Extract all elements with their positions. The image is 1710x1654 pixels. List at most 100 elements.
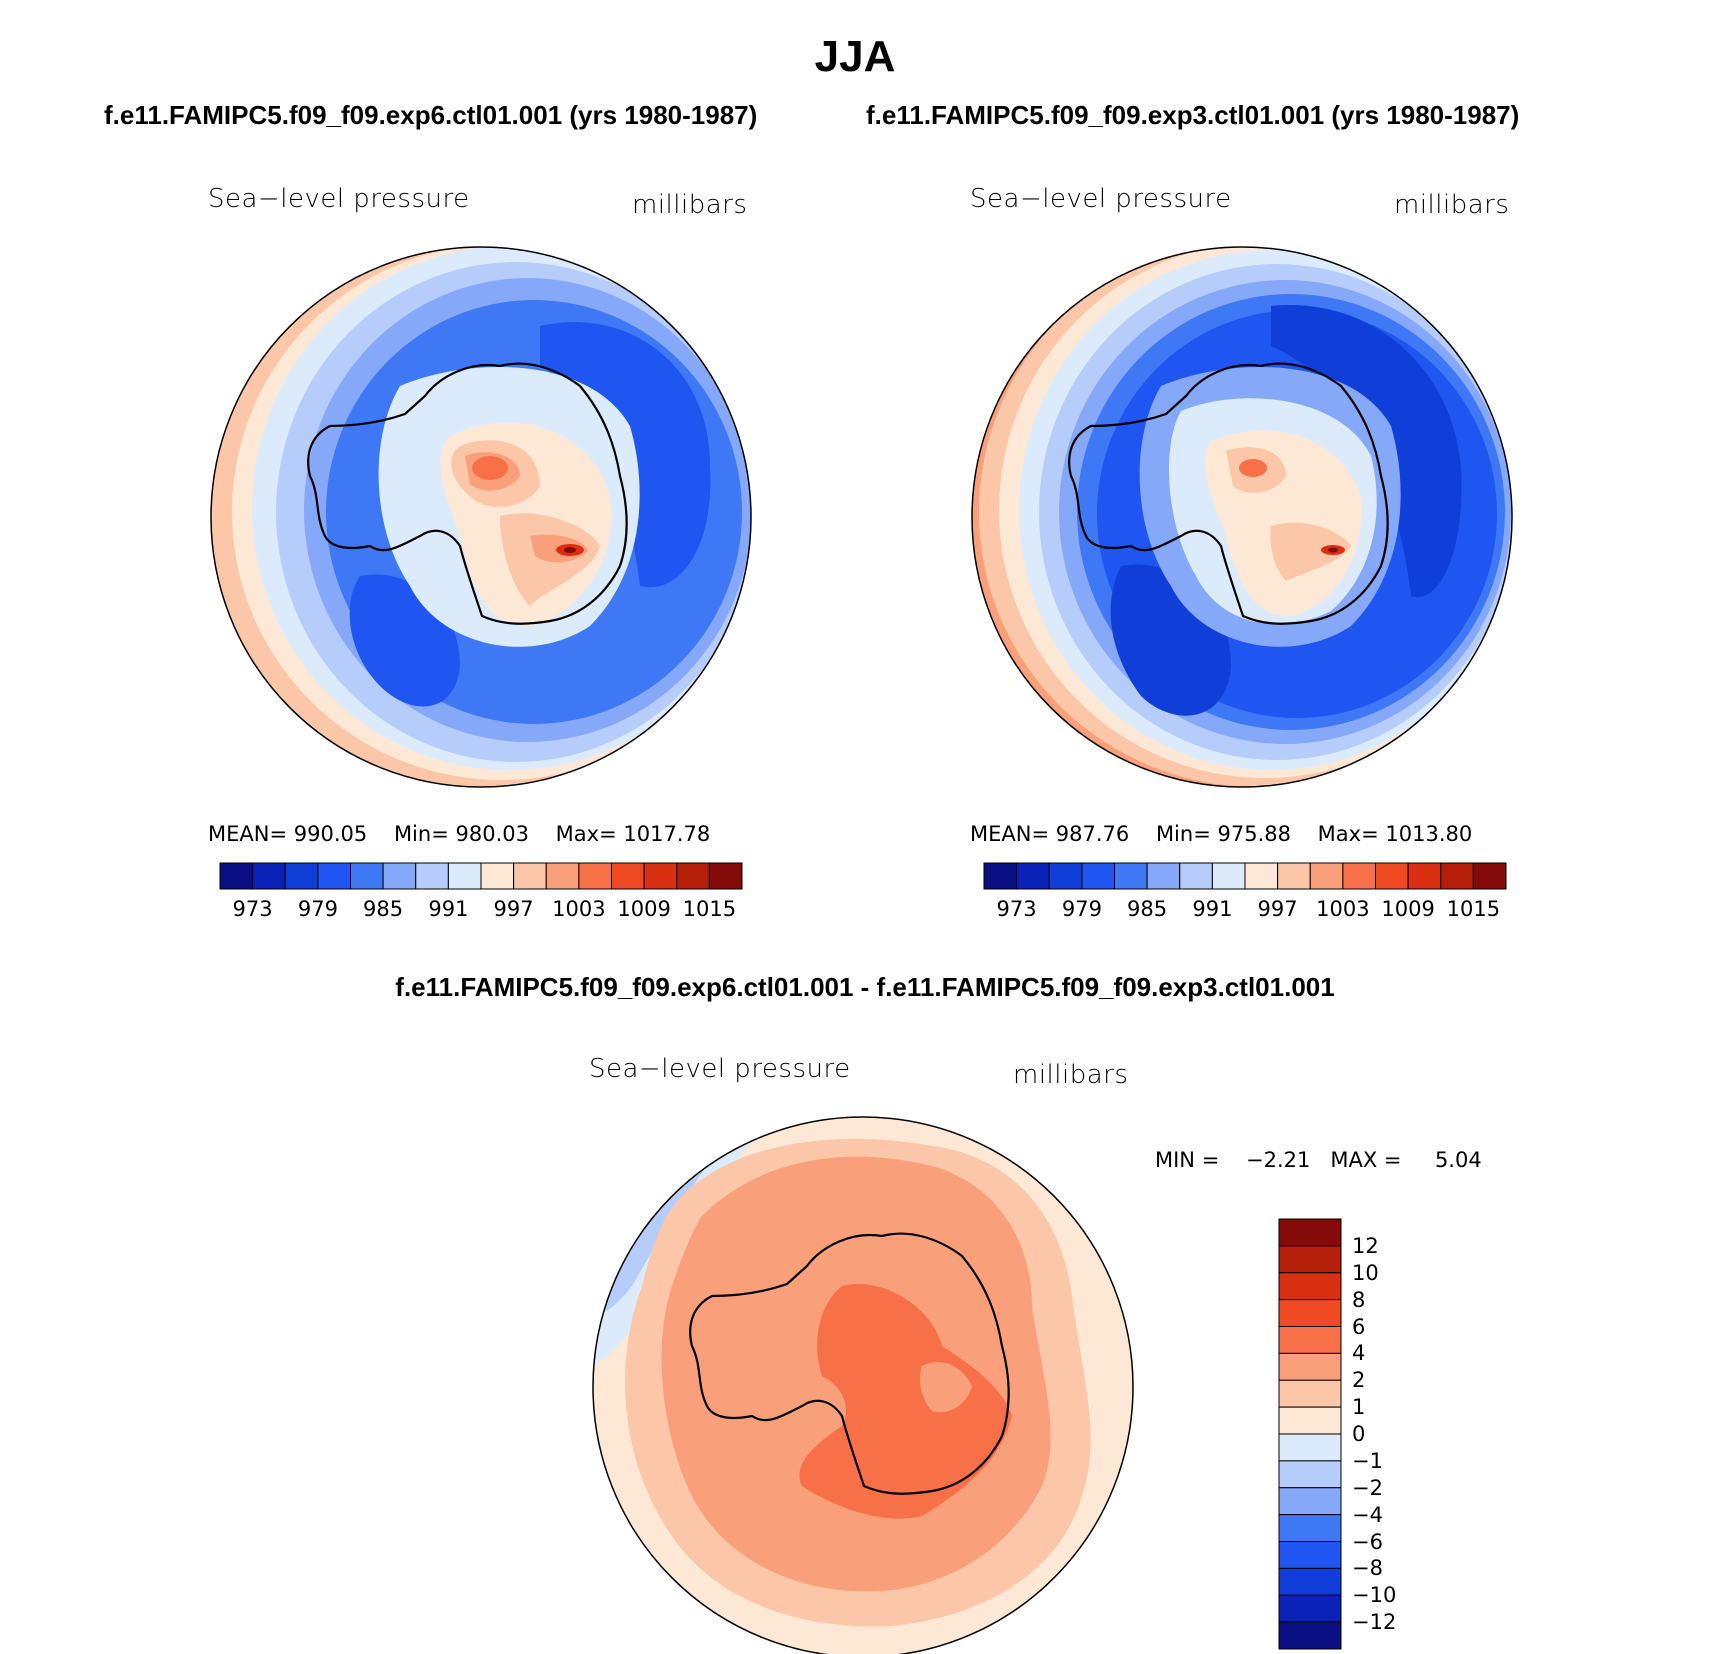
colorbar-swatch <box>1278 1299 1342 1327</box>
figure-title: JJA <box>814 32 896 81</box>
panel-2-colorbar <box>983 862 1507 890</box>
colorbar-tick: 1015 <box>682 897 737 921</box>
panel-1-colorbar-ticks: 973 979 985 991 997 1003 1009 1015 <box>220 897 742 925</box>
panel-1-min: 980.03 <box>455 822 529 846</box>
colorbar-tick: 979 <box>1061 897 1102 921</box>
colorbar-swatch <box>676 862 710 890</box>
colorbar-swatch <box>1278 1621 1342 1650</box>
antarctica-coastline <box>689 1232 1010 1495</box>
colorbar-tick: 991 <box>1192 897 1233 921</box>
panel-2-mean-label: MEAN= <box>970 822 1050 846</box>
panel-1-map <box>210 246 752 788</box>
map-boundary <box>592 1116 1134 1654</box>
colorbar-swatch <box>317 862 351 890</box>
colorbar-swatch <box>578 862 612 890</box>
colorbar-swatch <box>415 862 449 890</box>
colorbar-tick: −12 <box>1352 1610 1397 1635</box>
panel-2-min: 975.88 <box>1217 822 1291 846</box>
colorbar-swatch <box>1146 862 1181 890</box>
colorbar-swatch <box>1278 1594 1342 1623</box>
colorbar-swatch <box>1277 862 1311 890</box>
colorbar-swatch <box>219 862 254 890</box>
colorbar-tick: 4 <box>1352 1341 1366 1366</box>
colorbar-tick: 1003 <box>1316 897 1370 921</box>
colorbar-swatch <box>611 862 645 890</box>
panel-2-stats: MEAN= 987.76 Min= 975.88 Max= 1013.80 <box>970 822 1472 846</box>
colorbar-tick: −1 <box>1352 1448 1383 1473</box>
colorbar-swatch <box>1342 862 1376 890</box>
panel-1-max-label: Max= <box>555 822 617 846</box>
contour-band <box>1328 547 1338 553</box>
colorbar-swatch <box>983 862 1018 890</box>
panel-2-colorbar-ticks: 973 979 985 991 997 1003 1009 1015 <box>984 897 1506 925</box>
difference-title: f.e11.FAMIPC5.f09_f09.exp6.ctl01.001 - f… <box>395 972 1335 1002</box>
contour-band <box>564 547 576 553</box>
colorbar-swatch <box>252 862 286 890</box>
difference-min-label: MIN = <box>1155 1148 1220 1172</box>
panel-2-units: millibars <box>1394 190 1510 220</box>
colorbar-swatch <box>480 862 515 890</box>
colorbar-tick: 973 <box>232 897 273 921</box>
difference-max-label: MAX = <box>1330 1148 1402 1172</box>
panel-2-max-label: Max= <box>1317 822 1379 846</box>
panel-2-max: 1013.80 <box>1385 822 1473 846</box>
colorbar-tick: 979 <box>297 897 338 921</box>
colorbar-swatch <box>545 862 580 890</box>
difference-stats: MIN = −2.21 MAX = 5.04 <box>1155 1148 1482 1172</box>
colorbar-swatch <box>1278 1541 1342 1569</box>
contour-band <box>1270 522 1351 581</box>
colorbar-swatch <box>1278 1487 1342 1516</box>
colorbar-tick: 985 <box>1127 897 1168 921</box>
panel-1-mean-label: MEAN= <box>208 822 288 846</box>
colorbar-tick: 6 <box>1352 1314 1366 1339</box>
difference-colorbar <box>1278 1218 1342 1650</box>
colorbar-tick: 8 <box>1352 1287 1366 1312</box>
colorbar-swatch <box>1278 1406 1342 1435</box>
colorbar-swatch <box>1211 862 1246 890</box>
panel-2-min-label: Min= <box>1155 822 1211 846</box>
colorbar-swatch <box>1244 862 1279 890</box>
colorbar-tick: 985 <box>363 897 404 921</box>
panel-1-stats: MEAN= 990.05 Min= 980.03 Max= 1017.78 <box>208 822 710 846</box>
colorbar-swatch <box>1114 862 1148 890</box>
colorbar-swatch <box>1278 1567 1342 1596</box>
colorbar-tick: −4 <box>1352 1502 1383 1527</box>
colorbar-tick: 1009 <box>1381 897 1435 921</box>
colorbar-swatch <box>1278 1379 1342 1408</box>
colorbar-swatch <box>447 862 482 890</box>
colorbar-swatch <box>1278 1514 1342 1542</box>
map-boundary <box>210 246 752 788</box>
colorbar-tick: 997 <box>493 897 534 921</box>
contour-band <box>1239 459 1267 477</box>
contour-band <box>799 1284 1012 1519</box>
antarctica-coastline <box>307 362 628 625</box>
colorbar-swatch <box>1375 862 1409 890</box>
colorbar-swatch <box>382 862 417 890</box>
colorbar-swatch <box>1278 1245 1342 1274</box>
contour-band <box>472 456 508 480</box>
difference-variable: Sea−level pressure <box>589 1054 851 1084</box>
colorbar-swatch <box>1278 1352 1342 1381</box>
colorbar-swatch <box>1278 1218 1342 1247</box>
colorbar-tick: 973 <box>996 897 1037 921</box>
colorbar-swatch <box>1081 862 1115 890</box>
panel-2-variable: Sea−level pressure <box>970 184 1232 214</box>
colorbar-tick: 991 <box>428 897 469 921</box>
difference-map <box>592 1116 1134 1654</box>
colorbar-tick: 10 <box>1352 1260 1379 1285</box>
panel-1-max: 1017.78 <box>623 822 711 846</box>
colorbar-swatch <box>643 862 678 890</box>
difference-colorbar-ticks: 12 10 8 6 4 2 1 0 −1 −2 −4 −6 −8 −10 −12 <box>1350 1219 1430 1649</box>
colorbar-tick: 12 <box>1352 1233 1379 1258</box>
contour-band <box>920 1362 972 1413</box>
panel-2-mean: 987.76 <box>1055 822 1130 846</box>
colorbar-swatch <box>1278 1326 1342 1354</box>
colorbar-swatch <box>1048 862 1083 890</box>
colorbar-tick: 1003 <box>552 897 606 921</box>
colorbar-swatch <box>1278 1433 1342 1462</box>
panel-1-units: millibars <box>632 190 748 220</box>
panel-2-map <box>971 246 1513 788</box>
difference-max: 5.04 <box>1434 1148 1482 1172</box>
panel-1-mean: 990.05 <box>293 822 368 846</box>
colorbar-swatch <box>1309 862 1344 890</box>
